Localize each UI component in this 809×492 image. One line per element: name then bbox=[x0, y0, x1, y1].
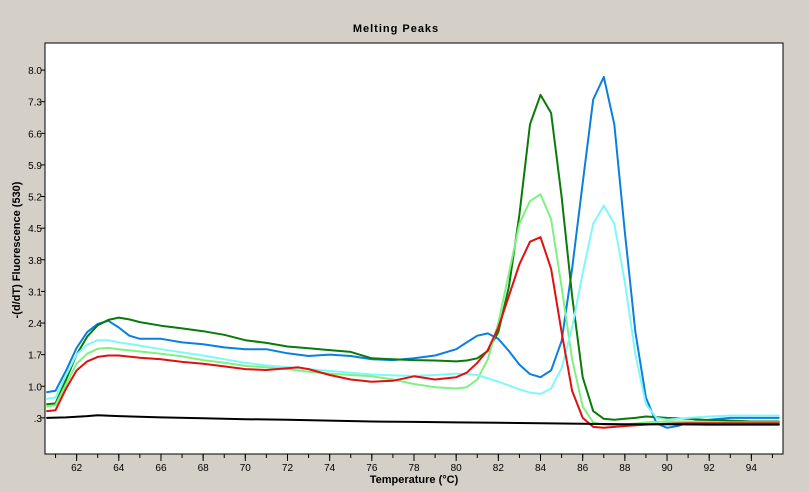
axes: 62 64 66 68 70 72 74 76 78 80 82 84 86 88 90 92 94 8.0 7.3… bbox=[28, 66, 773, 474]
series-group bbox=[46, 75, 780, 429]
y-tick-label: 1.0 bbox=[28, 382, 42, 393]
y-tick-label: 5.2 bbox=[28, 193, 42, 204]
chart-title: Melting Peaks bbox=[353, 23, 439, 35]
y-axis-label: -(d/dT) Fluorescence (530) bbox=[11, 181, 23, 318]
x-tick-label: 84 bbox=[535, 463, 547, 474]
y-tick-label: 2.4 bbox=[28, 319, 42, 330]
y-tick-label: 8.0 bbox=[28, 66, 42, 77]
x-tick-label: 82 bbox=[493, 463, 505, 474]
x-tick-label: 68 bbox=[198, 463, 210, 474]
x-tick-label: 86 bbox=[577, 463, 589, 474]
y-tick-label: 3.8 bbox=[28, 256, 42, 267]
series-line-4 bbox=[46, 204, 780, 421]
series-line-2 bbox=[46, 93, 780, 423]
y-tick-label: 3.1 bbox=[28, 287, 42, 298]
x-tick-label: 88 bbox=[619, 463, 631, 474]
y-tick-label: 7.3 bbox=[28, 98, 42, 109]
plot-area bbox=[44, 42, 784, 455]
y-tick-label: .3 bbox=[34, 414, 43, 425]
x-tick-label: 92 bbox=[704, 463, 716, 474]
x-tick-label: 76 bbox=[366, 463, 378, 474]
x-tick-label: 74 bbox=[324, 463, 336, 474]
y-tick-label: 1.7 bbox=[28, 351, 42, 362]
x-tick-label: 78 bbox=[408, 463, 420, 474]
x-tick-label: 72 bbox=[282, 463, 294, 474]
x-tick-label: 70 bbox=[240, 463, 252, 474]
series-line-6 bbox=[46, 414, 780, 426]
x-axis-label: Temperature (°C) bbox=[370, 474, 459, 486]
y-tick-label: 4.5 bbox=[28, 224, 42, 235]
x-tick-label: 94 bbox=[746, 463, 758, 474]
x-tick-label: 66 bbox=[155, 463, 167, 474]
x-tick-label: 90 bbox=[661, 463, 673, 474]
x-tick-label: 62 bbox=[71, 463, 83, 474]
y-tick-label: 5.9 bbox=[28, 161, 42, 172]
series-line-5 bbox=[46, 236, 780, 429]
x-tick-label: 64 bbox=[113, 463, 125, 474]
x-tick-label: 80 bbox=[451, 463, 463, 474]
y-tick-label: 6.6 bbox=[28, 129, 42, 140]
